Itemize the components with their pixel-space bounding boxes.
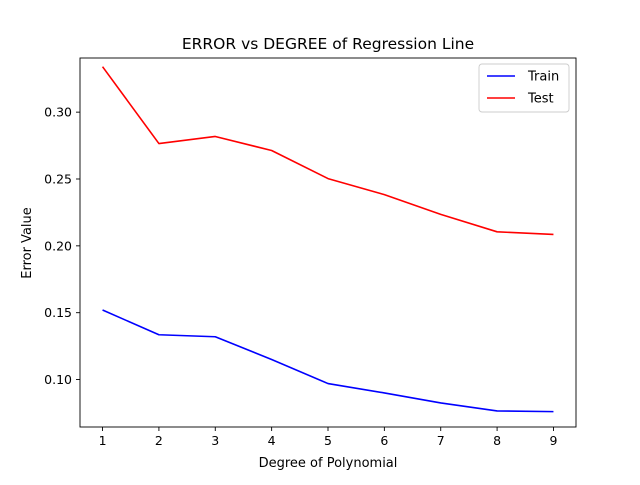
- y-tick-label: 0.25: [44, 171, 72, 186]
- x-tick-label: 6: [380, 433, 388, 448]
- series-line-train: [102, 309, 554, 413]
- series-line-test: [101, 66, 554, 236]
- legend-label-test: Test: [527, 92, 554, 107]
- x-axis-label: Degree of Polynomial: [259, 456, 398, 471]
- x-tick-label: 2: [155, 433, 163, 448]
- axes-frame: [79, 57, 577, 428]
- y-tick-label: 0.20: [44, 238, 72, 253]
- x-tick-label: 3: [211, 433, 219, 448]
- x-tick-label: 5: [324, 433, 332, 448]
- y-axis-label: Error Value: [20, 207, 35, 279]
- legend-label-train: Train: [527, 70, 559, 85]
- x-tick-label: 1: [99, 433, 107, 448]
- x-tick-label: 7: [437, 433, 445, 448]
- legend: Train Test: [478, 63, 570, 113]
- y-tick-label: 0.30: [44, 105, 72, 120]
- y-tick-label: 0.15: [44, 305, 72, 320]
- x-tick-label: 8: [493, 433, 501, 448]
- x-tick-label: 9: [549, 433, 557, 448]
- plot-area: 1 2 3 4 5 6 7 8 9 0.10 0.15 0.20 0.25 0.30: [44, 57, 577, 448]
- x-tick-label: 4: [268, 433, 276, 448]
- chart-title: ERROR vs DEGREE of Regression Line: [182, 35, 474, 53]
- y-tick-label: 0.10: [44, 372, 72, 387]
